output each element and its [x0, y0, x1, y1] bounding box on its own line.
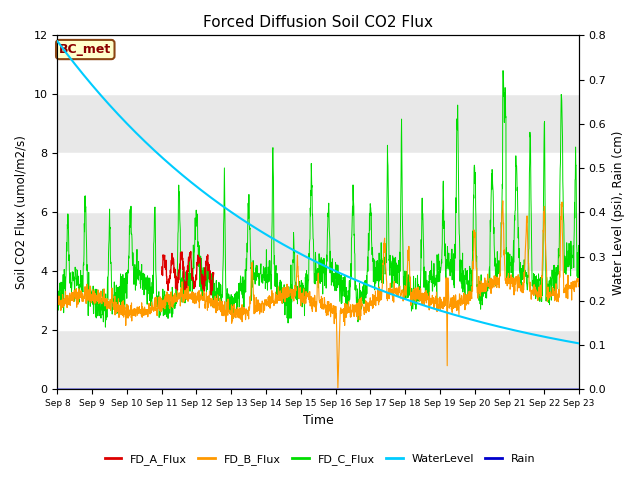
- Bar: [58, 153, 579, 212]
- Y-axis label: Soil CO2 Flux (umol/m2/s): Soil CO2 Flux (umol/m2/s): [15, 135, 28, 289]
- Y-axis label: Water Level (psi), Rain (cm): Water Level (psi), Rain (cm): [612, 130, 625, 295]
- Bar: [58, 36, 579, 95]
- Text: BC_met: BC_met: [59, 43, 111, 56]
- X-axis label: Time: Time: [303, 414, 333, 427]
- Title: Forced Diffusion Soil CO2 Flux: Forced Diffusion Soil CO2 Flux: [203, 15, 433, 30]
- Legend: FD_A_Flux, FD_B_Flux, FD_C_Flux, WaterLevel, Rain: FD_A_Flux, FD_B_Flux, FD_C_Flux, WaterLe…: [100, 450, 540, 469]
- Bar: [58, 271, 579, 330]
